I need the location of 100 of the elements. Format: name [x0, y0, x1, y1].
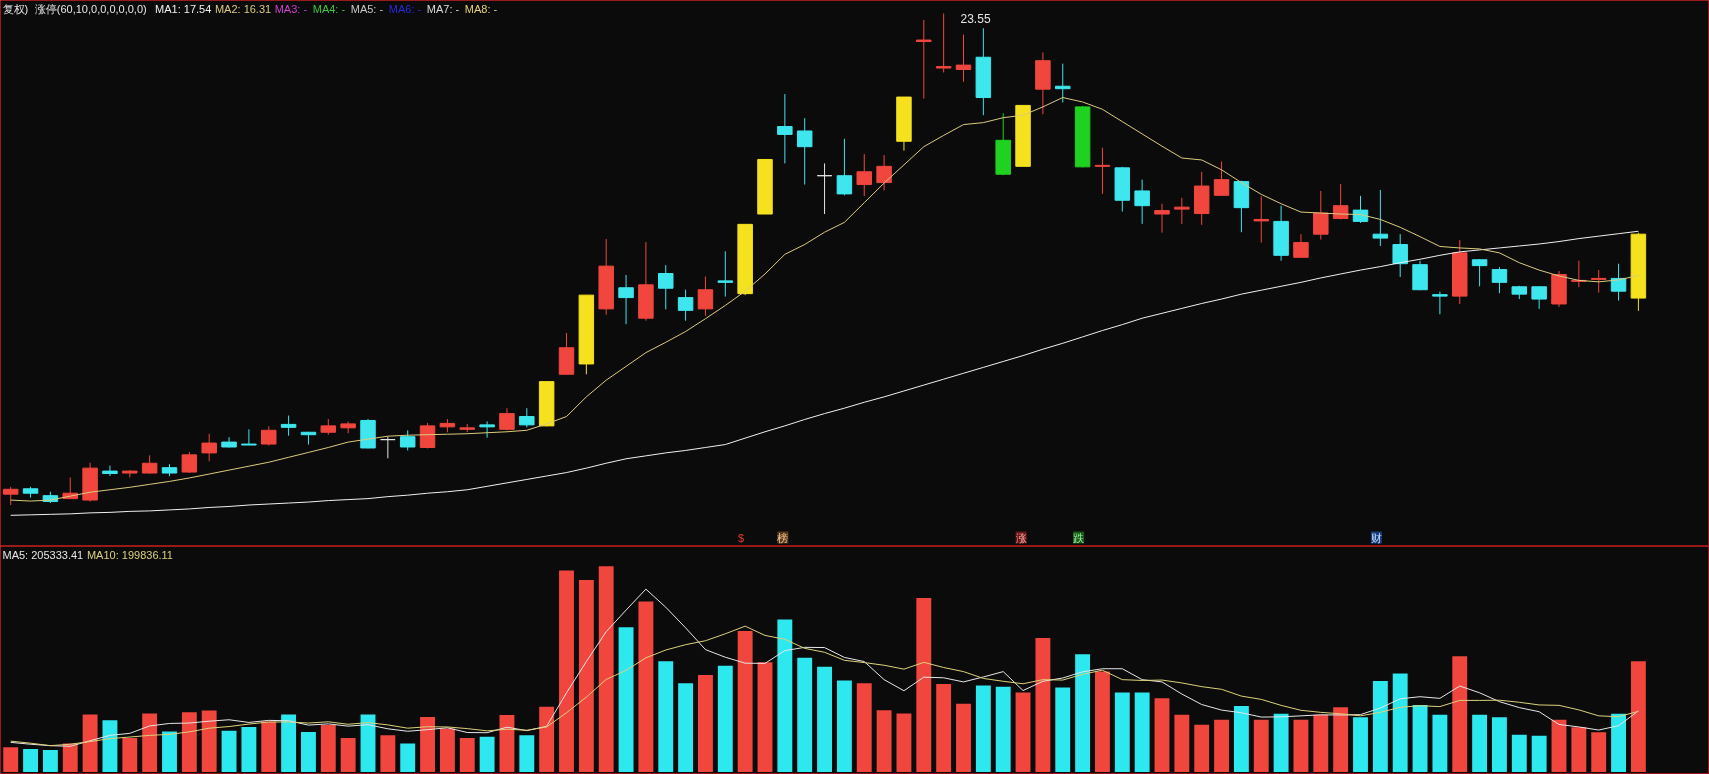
- candlestick: [1610, 263, 1627, 302]
- candlestick: [479, 420, 495, 439]
- bar: [221, 730, 237, 772]
- bar: [181, 712, 197, 772]
- bar: [817, 666, 832, 772]
- bar: [1452, 656, 1468, 772]
- bar: [1154, 698, 1170, 772]
- bar: [1412, 704, 1428, 772]
- bar: [320, 724, 336, 772]
- bar: [1611, 713, 1626, 772]
- bar: [975, 685, 991, 772]
- candlestick: [935, 13, 952, 73]
- candlestick: [836, 138, 853, 196]
- text: 涨: [1015, 531, 1027, 544]
- bar: [638, 601, 654, 772]
- candlestick: [1531, 285, 1547, 310]
- bar: [102, 720, 118, 772]
- bar: [400, 743, 416, 772]
- bar: [916, 597, 932, 772]
- bar: [360, 714, 376, 772]
- bar: [1134, 692, 1150, 772]
- bar: [1095, 671, 1110, 772]
- candlestick: [1134, 179, 1150, 225]
- candlestick: [658, 264, 674, 310]
- candlestick: [1313, 190, 1329, 241]
- candlestick: [519, 407, 535, 428]
- legend-label: MA4: -: [312, 2, 346, 15]
- bar: [261, 721, 277, 772]
- bar: [598, 566, 614, 772]
- candlestick: [916, 19, 932, 100]
- bar: [1531, 735, 1547, 772]
- bar: [82, 714, 98, 772]
- bar: [1035, 638, 1051, 772]
- bar: [1075, 654, 1091, 772]
- bar: [1313, 714, 1329, 772]
- candlestick: [380, 436, 396, 459]
- bar: [519, 735, 535, 772]
- bar: [142, 713, 158, 772]
- bar: [1353, 717, 1368, 772]
- text: 跌: [1073, 531, 1085, 544]
- bar: [539, 706, 555, 772]
- candlestick: [796, 117, 813, 186]
- bar: [1511, 734, 1527, 772]
- bar: [1114, 692, 1130, 772]
- candlestick: [141, 454, 158, 475]
- bar: [1432, 714, 1448, 772]
- legend-label: MA3: -: [274, 2, 308, 15]
- text: $: [738, 531, 745, 544]
- candlestick: [241, 428, 257, 446]
- bar: [201, 710, 217, 772]
- bar: [1333, 707, 1349, 772]
- bar: [1293, 719, 1309, 772]
- candlestick: [1154, 203, 1170, 234]
- candlestick: [2, 486, 19, 506]
- bar: [459, 738, 475, 772]
- bar: [439, 728, 455, 772]
- bar: [559, 570, 574, 772]
- bar: [62, 743, 78, 772]
- bar: [1551, 719, 1567, 772]
- bar: [1015, 692, 1031, 772]
- bar: [876, 710, 892, 772]
- candlestick: [677, 289, 694, 322]
- candlestick: [102, 465, 118, 477]
- bar: [23, 748, 38, 772]
- bar: [856, 683, 872, 772]
- candlestick: [618, 274, 634, 325]
- candlestick: [201, 433, 217, 462]
- candlestick: [1471, 258, 1488, 287]
- candlestick: [1352, 195, 1369, 224]
- bar: [1055, 687, 1071, 772]
- bar: [420, 717, 435, 772]
- bar: [1214, 719, 1229, 772]
- bar: [678, 683, 694, 772]
- bar: [281, 714, 297, 772]
- bar: [757, 662, 773, 772]
- candlestick: [1590, 269, 1607, 294]
- bar: [162, 731, 177, 772]
- chart-title: 复权): [2, 2, 29, 15]
- candlestick: [717, 250, 734, 298]
- candlestick: [1094, 147, 1111, 195]
- bar: [1472, 714, 1488, 772]
- bar: [995, 686, 1011, 772]
- candlestick: [777, 93, 793, 164]
- bar: [301, 731, 316, 772]
- bar: [1273, 713, 1289, 772]
- bar: [340, 738, 356, 772]
- candlestick: [955, 34, 972, 83]
- chart-subtitle: 涨停(60,10,0,0,0,0,0,0): [34, 2, 147, 15]
- bar: [698, 674, 713, 772]
- bar: [1194, 724, 1210, 772]
- bar: [658, 661, 674, 772]
- candlestick: [399, 429, 416, 451]
- bar: [618, 627, 634, 772]
- candlestick: [1253, 195, 1269, 244]
- candlestick: [1392, 233, 1408, 278]
- text: MA5: 205333.41: [2, 548, 84, 561]
- legend-label: MA6: -: [388, 2, 422, 15]
- bar: [241, 726, 257, 772]
- legend-label: MA8: -: [464, 2, 498, 15]
- bar: [479, 736, 495, 772]
